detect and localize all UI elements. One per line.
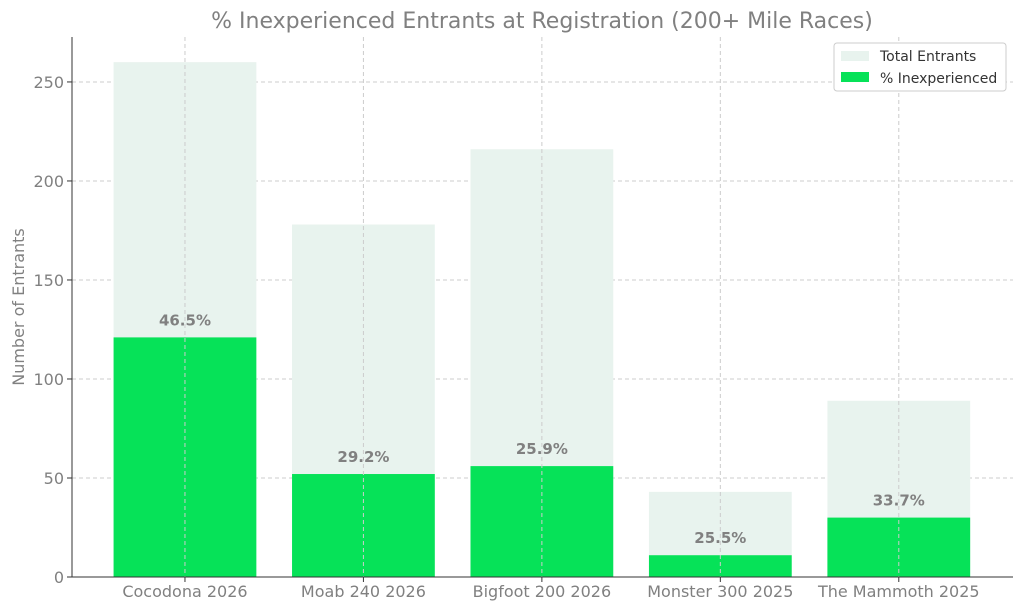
legend: Total Entrants % Inexperienced [833,42,1007,92]
data-label: 25.9% [516,440,568,458]
legend-label-total: Total Entrants [879,49,976,65]
x-tick-label: Moab 240 2026 [301,582,426,601]
y-tick-label: 100 [33,370,64,389]
legend-label-inexperienced: % Inexperienced [880,71,997,87]
legend-swatch-inexperienced [841,72,869,82]
y-tick-label: 0 [54,568,64,587]
chart-title: % Inexperienced Entrants at Registration… [211,9,873,34]
y-tick-label: 250 [33,73,64,92]
legend-swatch-total [841,51,869,61]
bar-inexperienced [648,555,792,577]
y-tick-label: 50 [44,469,64,488]
x-tick-label: Bigfoot 200 2026 [473,582,612,601]
data-label: 33.7% [873,492,925,510]
data-label: 46.5% [159,311,211,329]
x-tick-label: The Mammoth 2025 [817,582,980,601]
x-tick-label: Monster 300 2025 [647,582,793,601]
data-label: 25.5% [694,529,746,547]
bar-inexperienced [292,474,435,577]
data-label: 29.2% [337,448,389,466]
x-tick-label: Cocodona 2026 [122,582,247,601]
y-axis-label: Number of Entrants [9,228,28,386]
y-tick-label: 150 [33,271,64,290]
y-tick-label: 200 [33,172,64,191]
bar-inexperienced [827,517,971,577]
